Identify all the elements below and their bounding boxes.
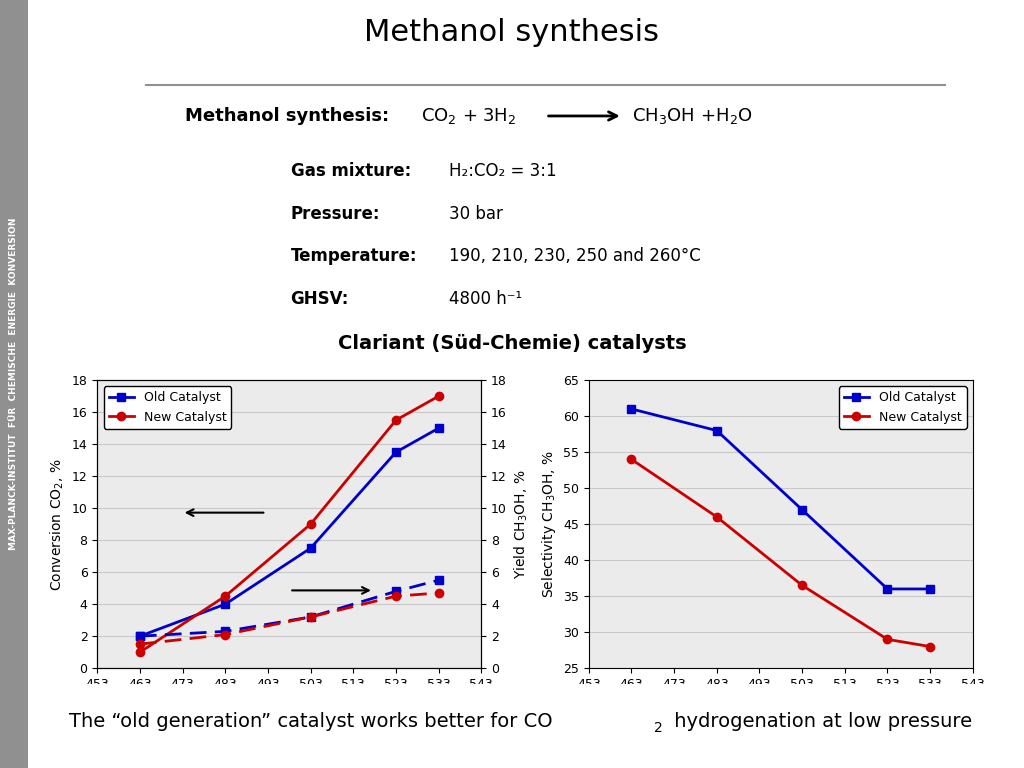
Line: New Catalyst: New Catalyst xyxy=(136,392,442,657)
New Catalyst xyxy=(304,612,316,621)
Line: New Catalyst: New Catalyst xyxy=(136,589,442,648)
Legend: Old Catalyst, New Catalyst: Old Catalyst, New Catalyst xyxy=(839,386,967,429)
New Catalyst xyxy=(219,630,231,639)
Y-axis label: Conversion CO$_2$, %: Conversion CO$_2$, % xyxy=(49,458,67,591)
Line: Old Catalyst: Old Catalyst xyxy=(136,576,442,641)
Line: New Catalyst: New Catalyst xyxy=(628,455,934,650)
Text: 190, 210, 230, 250 and 260°C: 190, 210, 230, 250 and 260°C xyxy=(450,247,701,266)
X-axis label: Temperature, K: Temperature, K xyxy=(722,697,840,711)
New Catalyst xyxy=(219,591,231,601)
Text: MAX-PLANCK-INSTITUT  FÜR  CHEMISCHE  ENERGIE  KONVERSION: MAX-PLANCK-INSTITUT FÜR CHEMISCHE ENERGI… xyxy=(9,218,18,550)
Old Catalyst xyxy=(796,505,808,515)
Old Catalyst xyxy=(219,600,231,609)
New Catalyst xyxy=(711,512,723,521)
Y-axis label: Yield CH$_3$OH, %: Yield CH$_3$OH, % xyxy=(512,469,529,579)
Text: Pressure:: Pressure: xyxy=(291,204,380,223)
Old Catalyst xyxy=(711,426,723,435)
Old Catalyst xyxy=(219,627,231,636)
Old Catalyst xyxy=(134,631,146,641)
Old Catalyst xyxy=(304,612,316,621)
Text: CO$_2$ + 3H$_2$: CO$_2$ + 3H$_2$ xyxy=(421,106,516,126)
Legend: Old Catalyst, New Catalyst: Old Catalyst, New Catalyst xyxy=(103,386,231,429)
Text: hydrogenation at low pressure: hydrogenation at low pressure xyxy=(668,713,972,731)
Text: The “old generation” catalyst works better for CO: The “old generation” catalyst works bett… xyxy=(70,713,553,731)
Text: GHSV:: GHSV: xyxy=(291,290,349,308)
Text: Gas mixture:: Gas mixture: xyxy=(291,162,411,180)
Old Catalyst xyxy=(432,424,444,433)
Y-axis label: Selectivity CH$_3$OH, %: Selectivity CH$_3$OH, % xyxy=(540,450,557,598)
Text: 30 bar: 30 bar xyxy=(450,204,504,223)
Text: 4800 h⁻¹: 4800 h⁻¹ xyxy=(450,290,522,308)
Old Catalyst xyxy=(924,584,936,594)
Old Catalyst xyxy=(432,575,444,584)
New Catalyst xyxy=(796,581,808,590)
New Catalyst xyxy=(432,588,444,598)
New Catalyst xyxy=(626,455,638,464)
Old Catalyst xyxy=(390,448,402,457)
New Catalyst xyxy=(134,640,146,649)
New Catalyst xyxy=(390,415,402,425)
Line: Old Catalyst: Old Catalyst xyxy=(628,405,934,593)
New Catalyst xyxy=(390,591,402,601)
Text: CH$_3$OH +H$_2$O: CH$_3$OH +H$_2$O xyxy=(632,106,753,126)
Text: Temperature:: Temperature: xyxy=(291,247,417,266)
New Catalyst xyxy=(304,519,316,528)
New Catalyst xyxy=(882,634,894,644)
Old Catalyst xyxy=(626,405,638,414)
Old Catalyst xyxy=(304,544,316,553)
Text: Clariant (Süd-Chemie) catalysts: Clariant (Süd-Chemie) catalysts xyxy=(338,334,686,353)
Text: Methanol synthesis:: Methanol synthesis: xyxy=(184,107,389,125)
X-axis label: Temperature, K: Temperature, K xyxy=(230,697,348,711)
New Catalyst xyxy=(432,392,444,401)
Line: Old Catalyst: Old Catalyst xyxy=(136,424,442,641)
Text: Methanol synthesis: Methanol synthesis xyxy=(365,18,659,47)
Old Catalyst xyxy=(882,584,894,594)
Old Catalyst xyxy=(390,587,402,596)
Text: 2: 2 xyxy=(654,721,664,735)
New Catalyst xyxy=(924,642,936,651)
New Catalyst xyxy=(134,647,146,657)
Text: H₂:CO₂ = 3:1: H₂:CO₂ = 3:1 xyxy=(450,162,557,180)
Old Catalyst xyxy=(134,631,146,641)
